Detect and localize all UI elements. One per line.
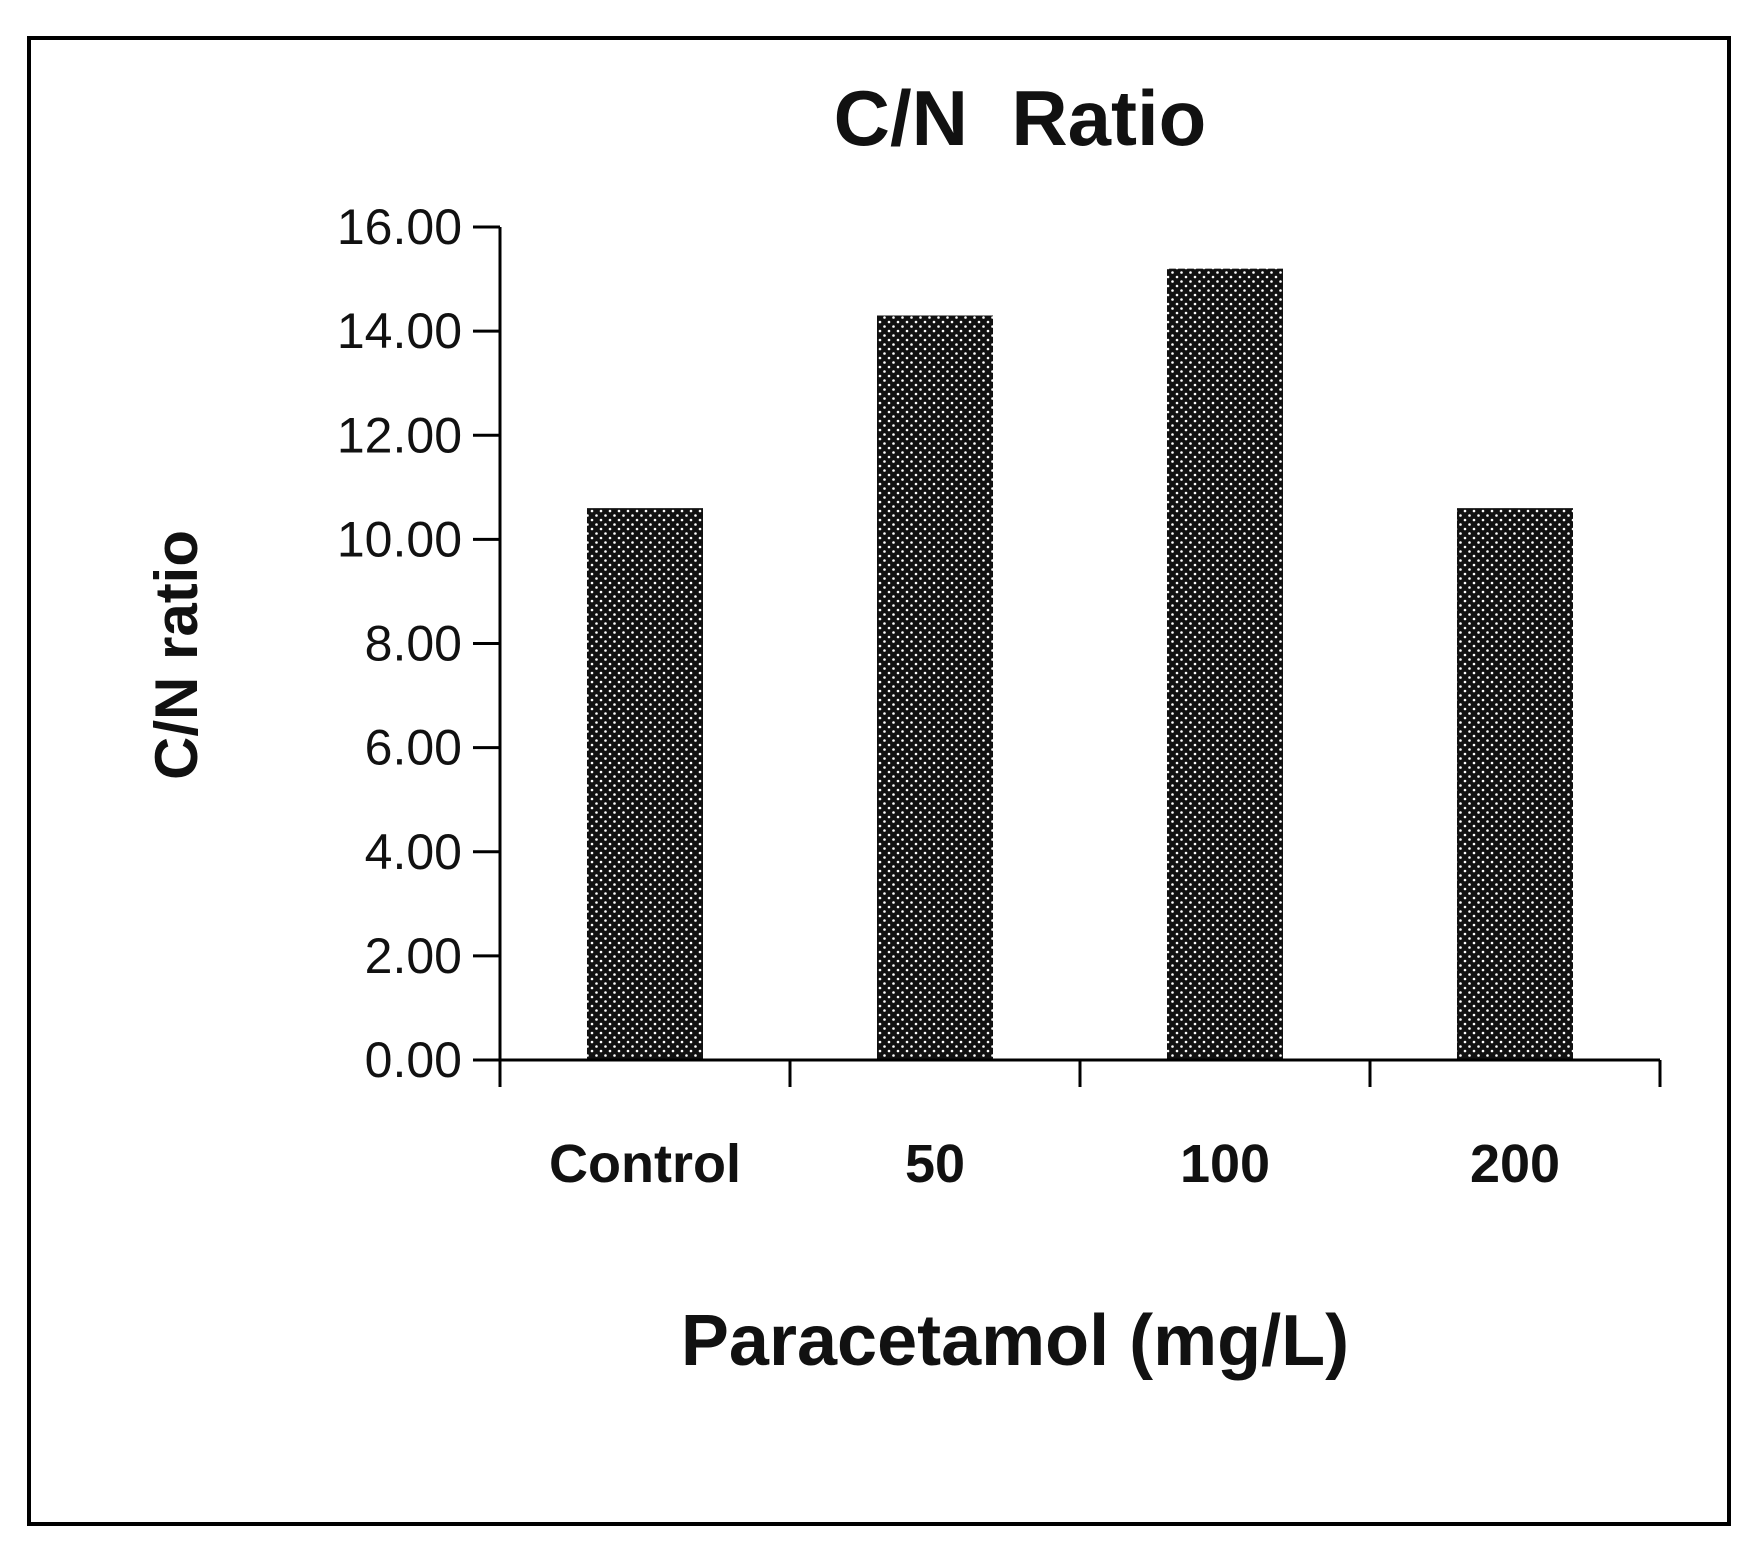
bar-200: [1457, 508, 1573, 1060]
x-tick-label: 200: [1470, 1134, 1560, 1194]
y-tick-label: 14.00: [337, 303, 462, 359]
y-tick-label: 8.00: [365, 616, 462, 672]
y-tick-label: 0.00: [365, 1032, 462, 1088]
y-axis-ticks: 0.00 2.00 4.00 6.00 8.00 10.00 12.00 14.00 16.00: [337, 199, 500, 1088]
x-tick-label: Control: [549, 1134, 741, 1194]
x-tick-label: 100: [1180, 1134, 1270, 1194]
y-tick-label: 4.00: [365, 824, 462, 880]
y-tick-label: 16.00: [337, 199, 462, 255]
y-tick-label: 12.00: [337, 407, 462, 463]
chart-title: C/N Ratio: [834, 74, 1207, 162]
y-axis-label: C/N ratio: [143, 530, 210, 780]
x-axis-ticks: Control 50 100 200: [498, 1060, 1662, 1194]
y-tick-label: 10.00: [337, 511, 462, 567]
bar-50: [877, 315, 993, 1061]
bar-control: [587, 508, 703, 1060]
y-tick-label: 6.00: [365, 720, 462, 776]
x-axis-label: Paracetamol (mg/L): [681, 1301, 1349, 1381]
bar-100: [1167, 268, 1283, 1060]
y-tick-label: 2.00: [365, 928, 462, 984]
x-tick-label: 50: [905, 1134, 965, 1194]
bars: [587, 268, 1573, 1061]
